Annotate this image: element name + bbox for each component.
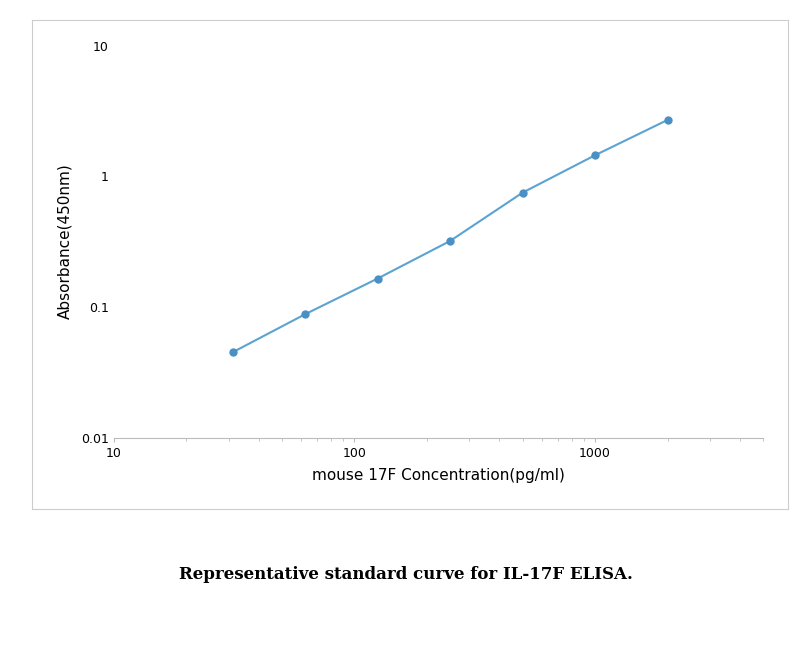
X-axis label: mouse 17F Concentration(pg/ml): mouse 17F Concentration(pg/ml) [311, 468, 564, 483]
Text: Representative standard curve for IL-17F ELISA.: Representative standard curve for IL-17F… [179, 566, 632, 583]
Y-axis label: Absorbance(450nm): Absorbance(450nm) [58, 164, 72, 319]
